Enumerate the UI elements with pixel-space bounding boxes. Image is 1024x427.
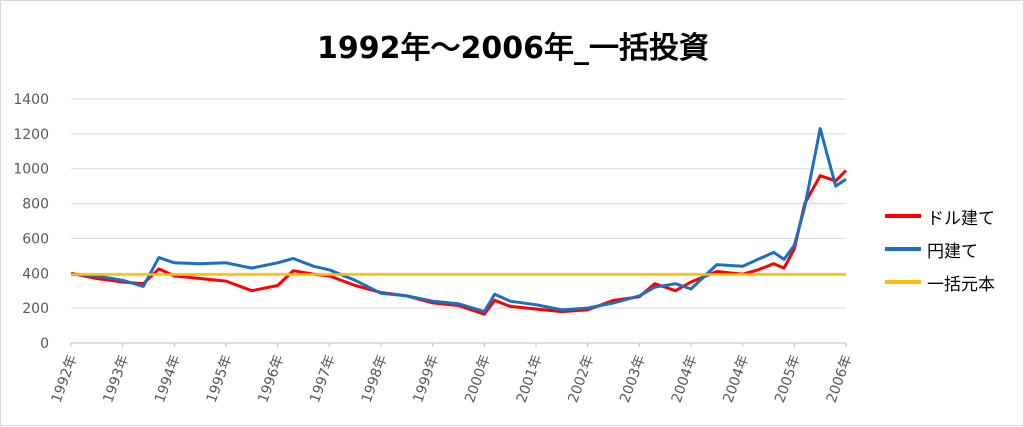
y-tick-label: 600 bbox=[22, 231, 49, 247]
legend-swatch-principal bbox=[885, 280, 921, 284]
x-tick-label: 1992年 bbox=[49, 353, 81, 405]
legend-item-yen: 円建て bbox=[885, 234, 995, 264]
y-tick-label: 0 bbox=[40, 336, 49, 352]
y-tick-label: 800 bbox=[22, 197, 49, 213]
legend-label-yen: 円建て bbox=[927, 241, 978, 262]
legend-item-principal: 一括元本 bbox=[885, 267, 995, 297]
x-tick-label: 1995年 bbox=[204, 353, 236, 405]
x-tick-label: 1998年 bbox=[359, 353, 391, 405]
x-tick-label: 2001年 bbox=[514, 353, 546, 405]
y-tick-label: 200 bbox=[22, 301, 49, 317]
x-tick-label: 2005年 bbox=[772, 353, 804, 405]
x-tick-label: 2002年 bbox=[565, 353, 597, 405]
x-tick-label: 1994年 bbox=[152, 353, 184, 405]
y-tick-label: 400 bbox=[22, 266, 49, 282]
x-tick-label: 1999年 bbox=[410, 353, 442, 405]
y-tick-label: 1200 bbox=[13, 127, 49, 143]
legend-label-dollar: ドル建て bbox=[927, 208, 995, 229]
y-tick-label: 1000 bbox=[13, 162, 49, 178]
chart-legend: ドル建て 円建て 一括元本 bbox=[885, 201, 995, 300]
x-tick-label: 2004年 bbox=[720, 353, 752, 405]
legend-swatch-yen bbox=[885, 247, 921, 251]
series-line-1 bbox=[70, 127, 847, 314]
x-tick-label: 1996年 bbox=[255, 353, 287, 405]
series-line-0 bbox=[70, 169, 848, 316]
x-tick-label: 2003年 bbox=[617, 353, 649, 405]
legend-label-principal: 一括元本 bbox=[927, 274, 995, 295]
chart-title: 1992年～2006年_一括投資 bbox=[317, 31, 709, 66]
x-tick-label: 2000年 bbox=[462, 353, 494, 405]
legend-item-dollar: ドル建て bbox=[885, 201, 995, 231]
x-tick-label: 2006年 bbox=[824, 353, 856, 405]
y-tick-label: 1400 bbox=[13, 92, 49, 108]
x-tick-label: 1997年 bbox=[307, 353, 339, 405]
x-tick-label: 1993年 bbox=[100, 353, 132, 405]
x-tick-label: 2004年 bbox=[669, 353, 701, 405]
legend-swatch-dollar bbox=[885, 214, 921, 218]
